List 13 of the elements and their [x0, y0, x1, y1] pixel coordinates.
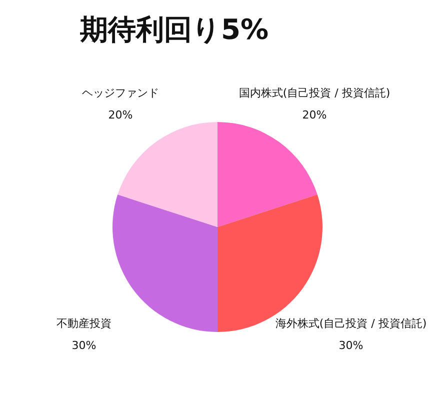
- pie-slice: [118, 122, 218, 227]
- slice-label: 不動産投資: [56, 316, 112, 330]
- pie-slice: [218, 122, 318, 227]
- data-label: 30%: [72, 338, 96, 352]
- slice-label: 海外株式(自己投資 / 投資信託): [275, 316, 427, 330]
- data-label: 20%: [108, 108, 133, 122]
- data-label: 20%: [302, 108, 327, 122]
- data-label: 30%: [338, 338, 364, 352]
- pie-slice: [112, 194, 218, 332]
- pie-slice: [218, 194, 322, 332]
- slice-label: ヘッジファンド: [82, 86, 160, 100]
- chart-title: 期待利回り5%: [79, 13, 269, 46]
- slice-label: 国内株式(自己投資 / 投資信託): [238, 86, 390, 100]
